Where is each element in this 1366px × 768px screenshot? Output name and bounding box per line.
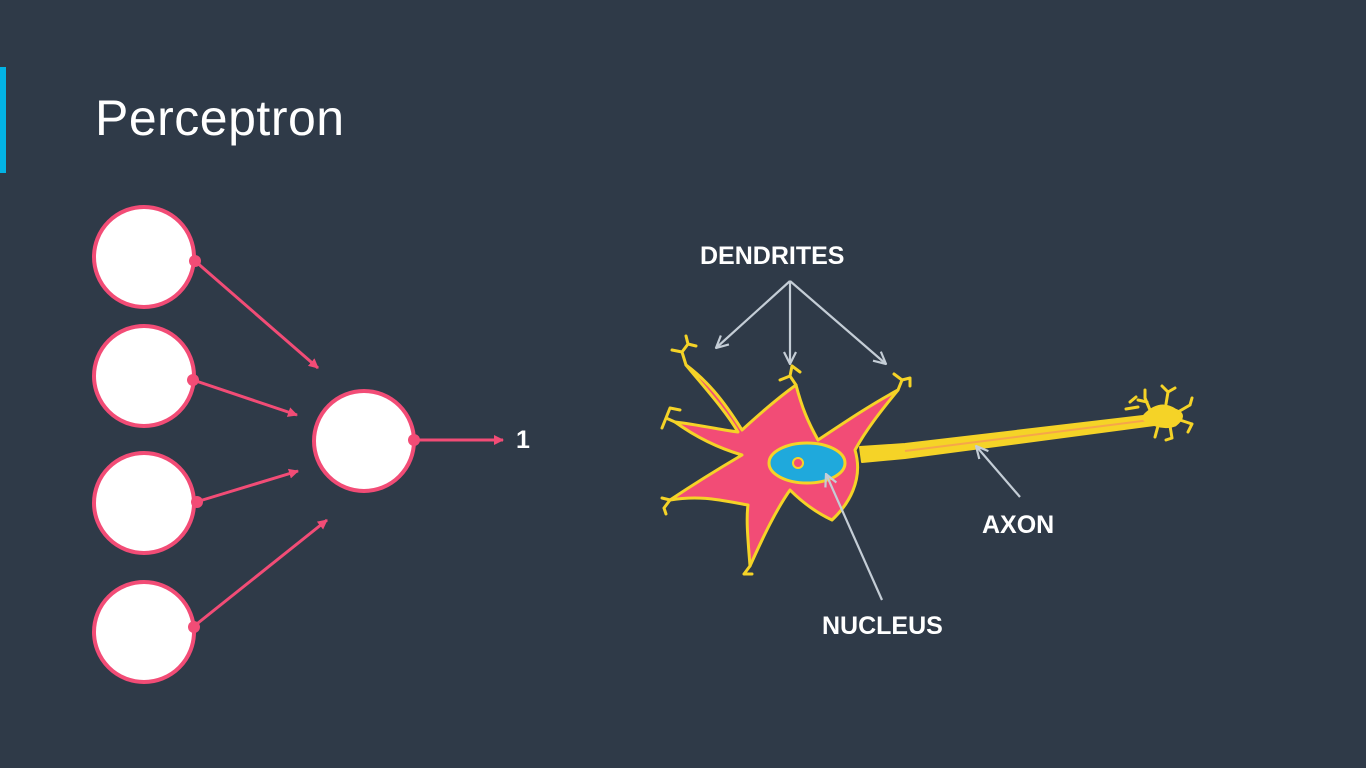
accent-bar bbox=[0, 67, 6, 173]
dendrite-tips bbox=[660, 334, 912, 576]
nucleus bbox=[767, 441, 847, 485]
axon-label: AXON bbox=[982, 511, 1054, 539]
output-label: 1 bbox=[516, 426, 530, 454]
connection-4 bbox=[192, 518, 328, 629]
connection-1 bbox=[194, 259, 319, 370]
nucleolus bbox=[792, 457, 804, 469]
input-dot-4 bbox=[188, 621, 200, 633]
input-node-1 bbox=[92, 205, 196, 309]
axon-core bbox=[904, 418, 1159, 452]
dendrites-pointers bbox=[716, 280, 886, 364]
output-node bbox=[312, 389, 416, 493]
input-node-2 bbox=[92, 324, 196, 428]
input-connections bbox=[192, 259, 504, 629]
axon-pointer bbox=[976, 446, 1021, 498]
input-dot-1 bbox=[189, 255, 201, 267]
axon-terminal bbox=[1124, 384, 1194, 442]
neuron-labels: DENDRITES NUCLEUS AXON bbox=[700, 242, 1054, 640]
connection-3 bbox=[195, 468, 299, 504]
input-node-3 bbox=[92, 451, 196, 555]
neuron-illustration bbox=[660, 334, 1194, 576]
dendrites-pointer-right bbox=[789, 280, 886, 364]
perceptron-diagram: 1 bbox=[92, 205, 530, 684]
input-dot-2 bbox=[187, 374, 199, 386]
nucleus-pointer bbox=[826, 474, 884, 601]
connection-2 bbox=[192, 378, 298, 417]
input-nodes bbox=[92, 205, 196, 684]
input-node-4 bbox=[92, 580, 196, 684]
connection-dots bbox=[187, 255, 420, 633]
slide-title: Perceptron bbox=[95, 90, 345, 146]
dendrites-label: DENDRITES bbox=[700, 242, 844, 270]
dendrites-pointer-left bbox=[716, 280, 791, 348]
output-dot bbox=[408, 434, 420, 446]
input-dot-3 bbox=[191, 496, 203, 508]
nucleus-label: NUCLEUS bbox=[822, 612, 943, 640]
